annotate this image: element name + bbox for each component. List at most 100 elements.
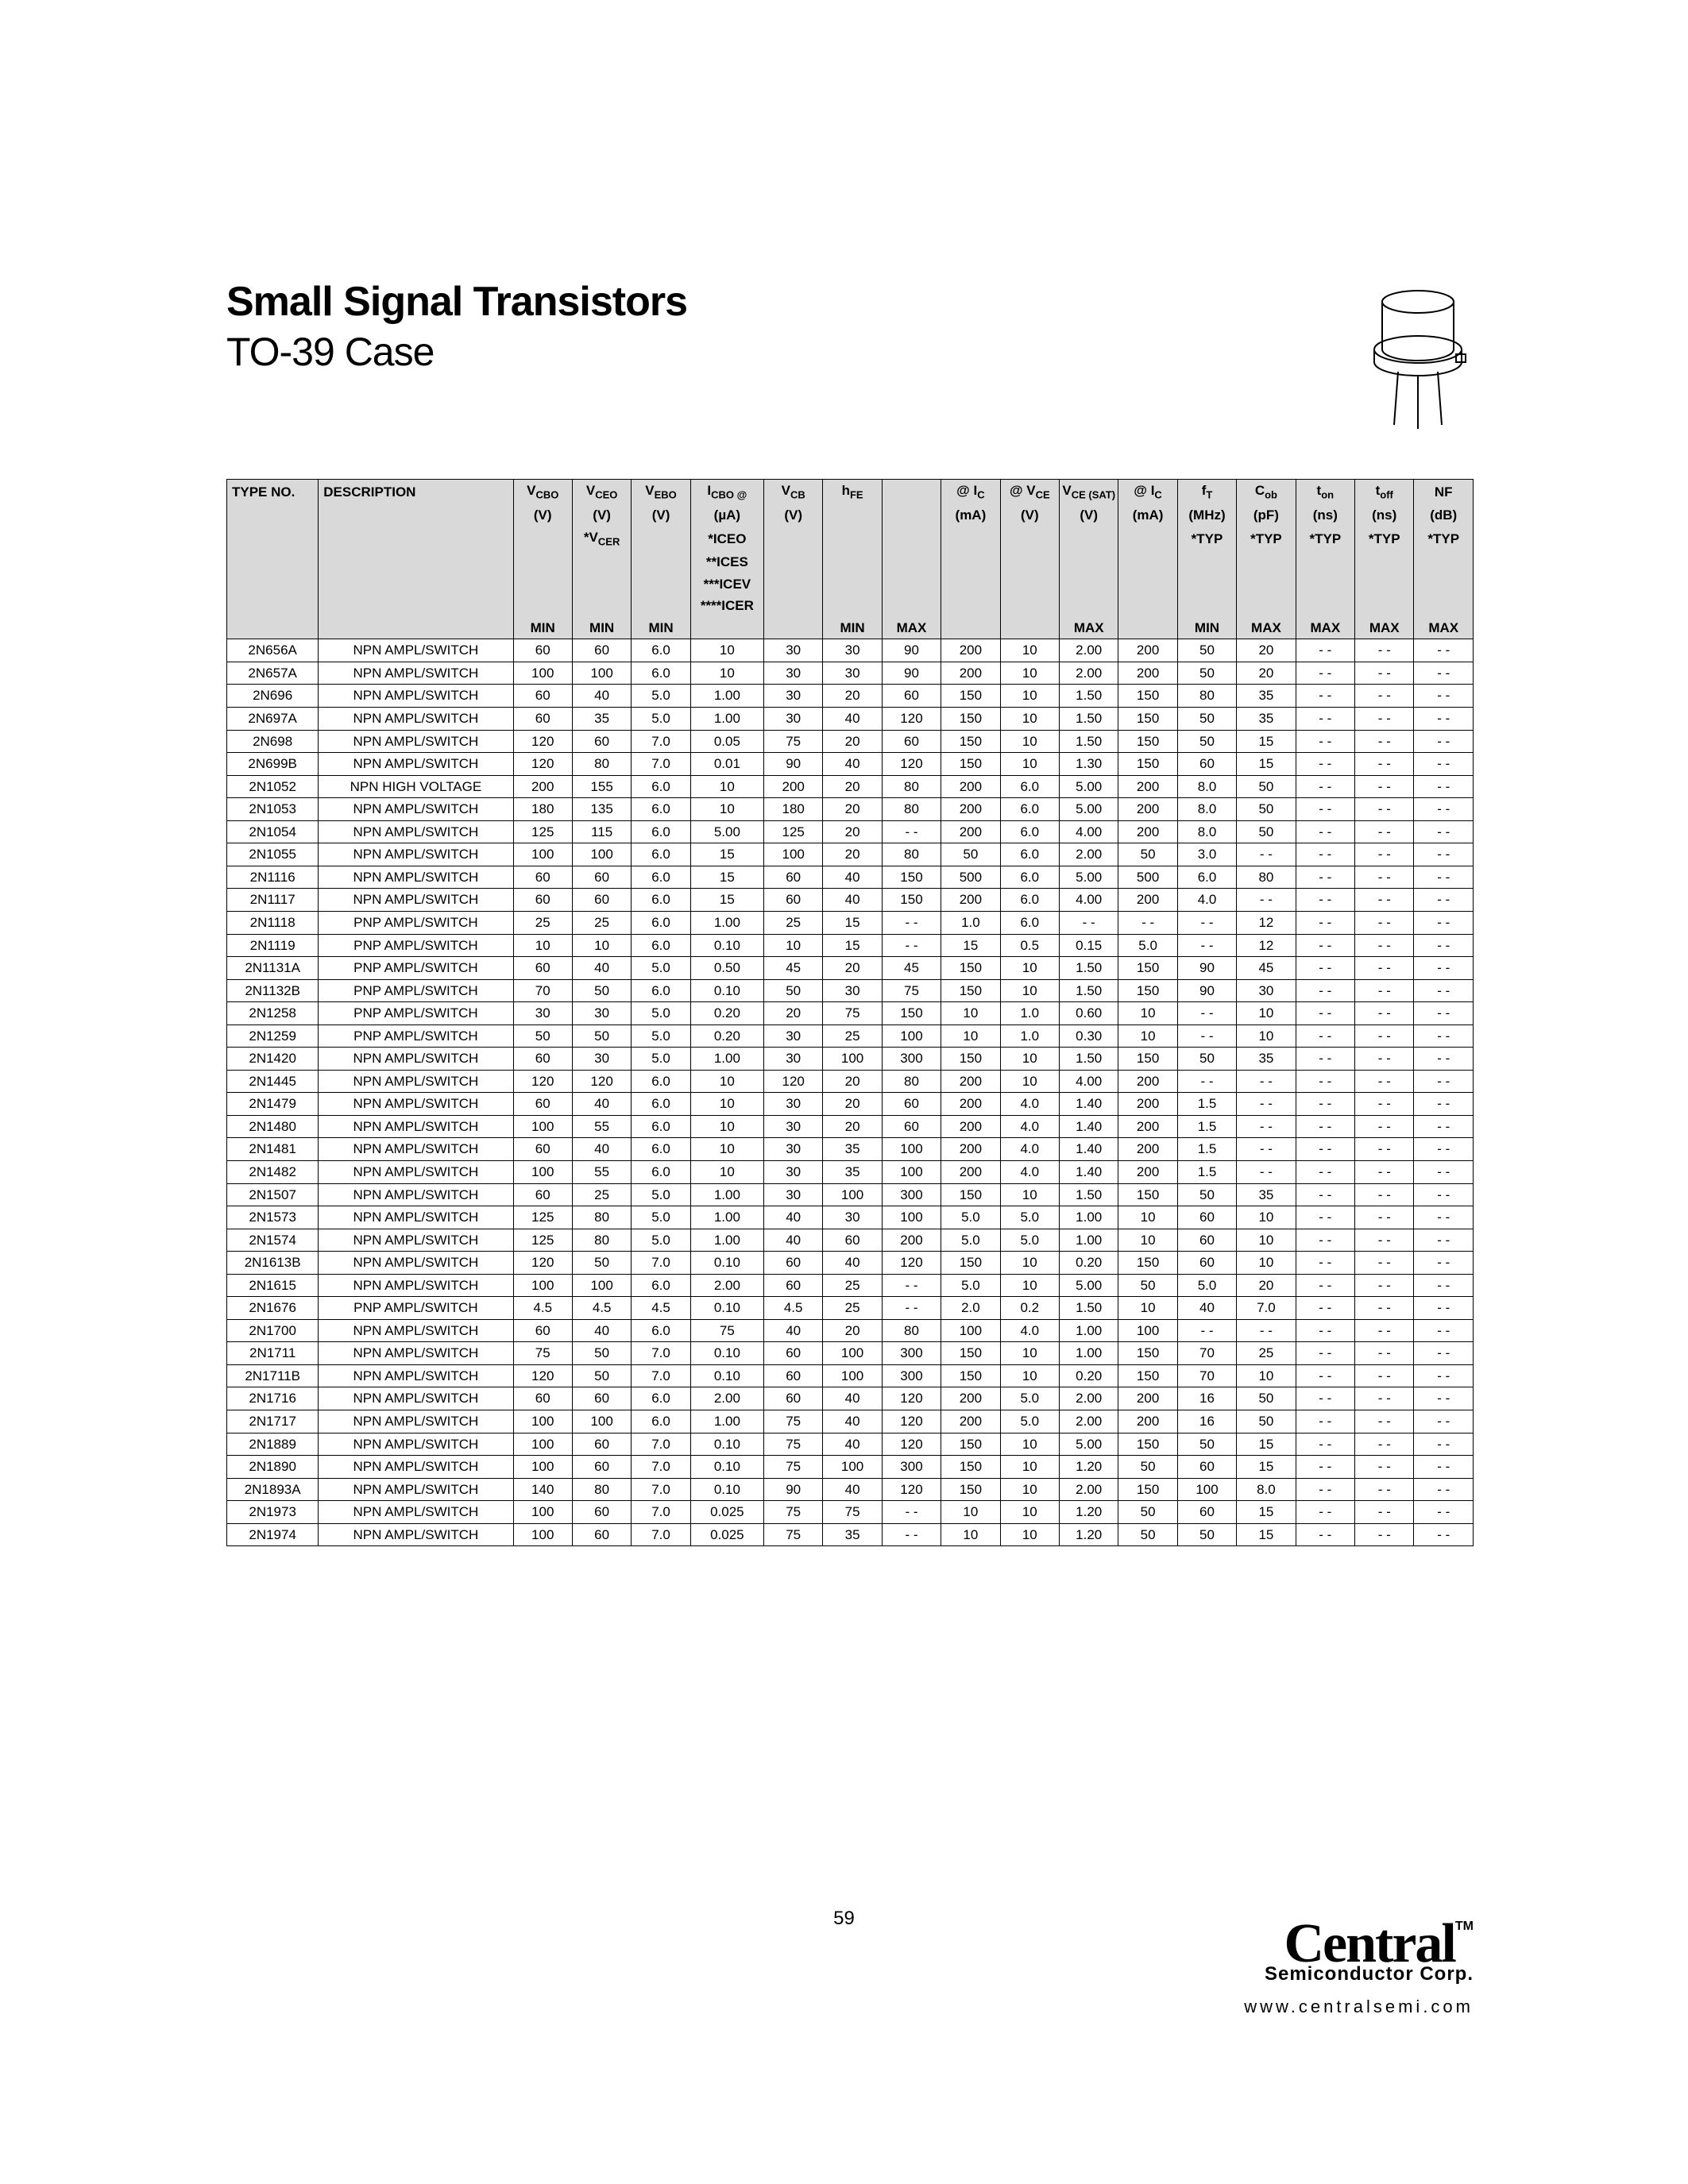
table-cell: 50 (1177, 662, 1236, 685)
table-cell: 2N1973 (227, 1501, 319, 1524)
table-cell: 7.0 (632, 1342, 690, 1365)
col-header (1000, 617, 1059, 639)
table-cell: 15 (1237, 1523, 1296, 1546)
table-cell: 16 (1177, 1410, 1236, 1433)
table-cell: 6.0 (632, 662, 690, 685)
table-cell: 135 (572, 798, 631, 821)
table-cell: 100 (513, 1274, 572, 1297)
table-cell: 0.10 (690, 1456, 763, 1479)
table-cell: 100 (823, 1183, 882, 1206)
table-cell: - - (1355, 639, 1414, 662)
table-cell: - - (882, 1501, 941, 1524)
table-cell: - - (1355, 1319, 1414, 1342)
table-cell: 6.0 (1000, 866, 1059, 889)
table-cell: 1.00 (690, 1183, 763, 1206)
table-cell: 1.0 (941, 911, 1000, 934)
table-cell: 15 (690, 889, 763, 912)
table-cell: 80 (572, 1478, 631, 1501)
col-header: (V) (632, 504, 690, 527)
table-cell: 100 (513, 1410, 572, 1433)
table-cell: 20 (823, 1115, 882, 1138)
table-cell: - - (1237, 1138, 1296, 1161)
table-cell: 6.0 (632, 1319, 690, 1342)
table-cell: 12 (1237, 911, 1296, 934)
table-cell: 10 (690, 1160, 763, 1183)
table-cell: 4.5 (632, 1297, 690, 1320)
table-cell: 100 (823, 1342, 882, 1365)
table-cell: 75 (763, 1523, 822, 1546)
table-cell: 75 (763, 730, 822, 753)
table-cell: 35 (1237, 685, 1296, 708)
table-cell: NPN AMPL/SWITCH (319, 820, 513, 843)
table-cell: 60 (513, 1093, 572, 1116)
table-cell: - - (1296, 1024, 1354, 1048)
table-cell: 0.025 (690, 1501, 763, 1524)
table-cell: 10 (1000, 753, 1059, 776)
table-cell: PNP AMPL/SWITCH (319, 957, 513, 980)
col-header: MAX (882, 617, 941, 639)
col-header (1060, 551, 1118, 573)
table-cell: 120 (882, 753, 941, 776)
table-cell: 15 (823, 911, 882, 934)
table-cell: 125 (763, 820, 822, 843)
table-cell: NPN AMPL/SWITCH (319, 798, 513, 821)
table-cell: 120 (513, 1364, 572, 1387)
table-cell: 15 (1237, 1501, 1296, 1524)
table-cell: 15 (690, 866, 763, 889)
table-cell: 120 (882, 708, 941, 731)
col-header: *VCER (572, 527, 631, 551)
table-cell: 40 (572, 1319, 631, 1342)
table-cell: 90 (763, 1478, 822, 1501)
table-cell: - - (1296, 730, 1354, 753)
table-cell: - - (1414, 662, 1474, 685)
table-cell: 200 (1118, 1387, 1177, 1410)
table-cell: 10 (1118, 1206, 1177, 1229)
table-cell: 5.00 (1060, 1433, 1118, 1456)
table-cell: 8.0 (1177, 820, 1236, 843)
table-cell: 6.0 (632, 1070, 690, 1093)
table-cell: 200 (513, 775, 572, 798)
table-cell: 150 (1118, 1364, 1177, 1387)
table-cell: 2N1615 (227, 1274, 319, 1297)
table-cell: - - (1296, 662, 1354, 685)
table-cell: - - (1355, 1229, 1414, 1252)
table-cell: 30 (763, 1115, 822, 1138)
col-header (513, 573, 572, 596)
table-cell: 1.5 (1177, 1115, 1236, 1138)
col-header (1414, 573, 1474, 596)
table-cell: NPN AMPL/SWITCH (319, 639, 513, 662)
table-cell: 20 (1237, 639, 1296, 662)
table-row: 2N1574NPN AMPL/SWITCH125805.01.004060200… (227, 1229, 1474, 1252)
table-cell: 5.0 (632, 1048, 690, 1071)
table-cell: 150 (1118, 1433, 1177, 1456)
table-cell: 30 (763, 708, 822, 731)
col-header: MAX (1060, 617, 1118, 639)
table-cell: 50 (941, 843, 1000, 866)
table-cell: 4.5 (763, 1297, 822, 1320)
table-cell: - - (1414, 843, 1474, 866)
table-cell: 200 (1118, 662, 1177, 685)
table-cell: 10 (1237, 1364, 1296, 1387)
table-cell: - - (1414, 889, 1474, 912)
table-cell: 10 (1000, 1252, 1059, 1275)
table-cell: 150 (1118, 979, 1177, 1002)
col-header (941, 551, 1000, 573)
table-cell: NPN AMPL/SWITCH (319, 1093, 513, 1116)
table-cell: 2N699B (227, 753, 319, 776)
table-cell: 40 (572, 1093, 631, 1116)
col-header (1355, 573, 1414, 596)
col-header: MIN (632, 617, 690, 639)
table-cell: 50 (1118, 1456, 1177, 1479)
table-cell: 30 (763, 662, 822, 685)
table-cell: - - (1414, 639, 1474, 662)
table-cell: 75 (823, 1501, 882, 1524)
table-cell: - - (1118, 911, 1177, 934)
col-header (632, 573, 690, 596)
table-cell: 5.0 (632, 1206, 690, 1229)
table-cell: 60 (572, 889, 631, 912)
table-cell: 20 (823, 1070, 882, 1093)
table-cell: - - (1296, 685, 1354, 708)
table-cell: 200 (941, 1138, 1000, 1161)
col-header: *TYP (1177, 527, 1236, 551)
table-cell: 10 (1237, 1252, 1296, 1275)
